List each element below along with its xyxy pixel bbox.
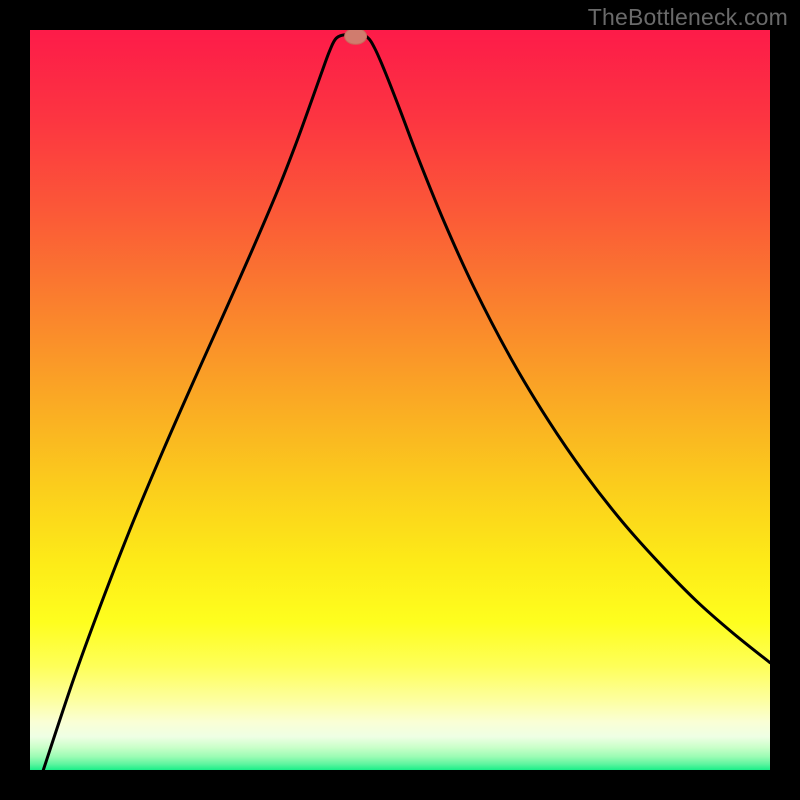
watermark-text: TheBottleneck.com	[588, 4, 788, 31]
plot-area	[30, 30, 770, 770]
optimal-point-marker	[345, 30, 367, 44]
plot-svg	[30, 30, 770, 770]
gradient-background	[30, 30, 770, 770]
chart-container: TheBottleneck.com	[0, 0, 800, 800]
